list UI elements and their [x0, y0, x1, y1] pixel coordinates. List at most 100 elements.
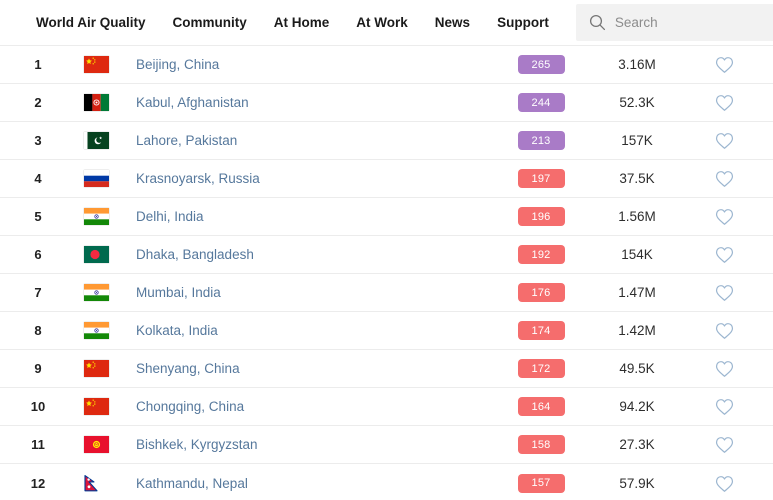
- city-link[interactable]: Kabul, Afghanistan: [136, 95, 249, 110]
- heart-icon: [715, 247, 733, 263]
- rank-number: 9: [34, 361, 42, 376]
- followers-count: 1.56M: [618, 209, 656, 224]
- rank-number: 1: [34, 57, 42, 72]
- country-flag-icon: [76, 246, 136, 263]
- city-row[interactable]: 12 Kathmandu, Nepal 157 57.9K: [0, 464, 773, 500]
- rank-number: 7: [34, 285, 42, 300]
- followers-count: 52.3K: [619, 95, 655, 110]
- city-link[interactable]: Mumbai, India: [136, 285, 221, 300]
- city-row[interactable]: 8 Kolkata, India 174 1.42M: [0, 312, 773, 350]
- heart-follow-button[interactable]: [685, 359, 763, 378]
- followers-count: 154K: [621, 247, 653, 262]
- country-flag-icon: [76, 208, 136, 225]
- city-link[interactable]: Kathmandu, Nepal: [136, 475, 248, 491]
- followers-count: 157K: [621, 133, 653, 148]
- heart-icon: [715, 209, 733, 225]
- city-link[interactable]: Lahore, Pakistan: [136, 133, 238, 148]
- top-nav: World Air Quality Community At Home At W…: [0, 0, 773, 45]
- followers-count: 1.42M: [618, 323, 656, 338]
- heart-icon: [715, 171, 733, 187]
- rank-number: 11: [31, 437, 45, 452]
- search-box[interactable]: [575, 4, 773, 41]
- aqi-badge: 213: [517, 131, 565, 151]
- followers-count: 27.3K: [619, 437, 655, 452]
- aqi-badge: 174: [517, 321, 565, 341]
- aqi-badge: 158: [517, 435, 565, 455]
- followers-count: 49.5K: [619, 361, 655, 376]
- heart-follow-button[interactable]: [685, 131, 763, 150]
- city-row[interactable]: 9 Shenyang, China 172 49.5K: [0, 350, 773, 388]
- aqi-badge: 196: [517, 207, 565, 227]
- city-row[interactable]: 3 Lahore, Pakistan 213 157K: [0, 122, 773, 160]
- nav-item-at-work[interactable]: At Work: [356, 15, 408, 30]
- heart-follow-button[interactable]: [685, 245, 763, 264]
- heart-follow-button[interactable]: [685, 93, 763, 112]
- city-row[interactable]: 1 Beijing, China 265 3.16M: [0, 46, 773, 84]
- heart-follow-button[interactable]: [685, 169, 763, 188]
- nav-item-at-home[interactable]: At Home: [273, 15, 330, 30]
- country-flag-icon: [76, 436, 136, 453]
- city-row[interactable]: 10 Chongqing, China 164 94.2K: [0, 388, 773, 426]
- country-flag-icon: [76, 398, 136, 415]
- aqi-badge: 176: [517, 283, 565, 303]
- rank-number: 3: [34, 133, 42, 148]
- heart-icon: [715, 361, 733, 377]
- heart-icon: [715, 437, 733, 453]
- heart-follow-button[interactable]: [685, 321, 763, 340]
- followers-count: 94.2K: [619, 399, 655, 414]
- search-icon: [589, 14, 605, 31]
- rank-number: 12: [30, 475, 46, 491]
- city-link[interactable]: Bishkek, Kyrgyzstan: [136, 437, 258, 452]
- country-flag-icon: [76, 360, 136, 377]
- rank-number: 10: [30, 399, 46, 414]
- city-link[interactable]: Krasnoyarsk, Russia: [136, 171, 260, 186]
- rank-number: 4: [34, 171, 42, 186]
- heart-icon: [715, 323, 733, 339]
- city-link[interactable]: Delhi, India: [136, 209, 204, 224]
- aqi-badge: 157: [517, 473, 565, 493]
- city-row[interactable]: 2 Kabul, Afghanistan 244 52.3K: [0, 84, 773, 122]
- country-flag-icon: [76, 94, 136, 111]
- rank-number: 6: [34, 247, 42, 262]
- city-link[interactable]: Dhaka, Bangladesh: [136, 247, 254, 262]
- aqi-badge: 172: [517, 359, 565, 379]
- city-row[interactable]: 11 Bishkek, Kyrgyzstan 158 27.3K: [0, 426, 773, 464]
- aqi-badge: 197: [517, 169, 565, 189]
- city-link[interactable]: Shenyang, China: [136, 361, 240, 376]
- nav-item-support[interactable]: Support: [497, 15, 549, 30]
- heart-follow-button[interactable]: [685, 474, 763, 493]
- aqi-badge: 265: [517, 55, 565, 75]
- heart-icon: [715, 95, 733, 111]
- country-flag-icon: [76, 322, 136, 339]
- nav-item-world-air-quality[interactable]: World Air Quality: [36, 15, 146, 30]
- aqi-badge: 244: [517, 93, 565, 113]
- heart-follow-button[interactable]: [685, 397, 763, 416]
- city-row[interactable]: 6 Dhaka, Bangladesh 192 154K: [0, 236, 773, 274]
- nav-item-news[interactable]: News: [434, 15, 471, 30]
- heart-follow-button[interactable]: [685, 207, 763, 226]
- city-row[interactable]: 5 Delhi, India 196 1.56M: [0, 198, 773, 236]
- country-flag-icon: [76, 284, 136, 301]
- heart-follow-button[interactable]: [685, 435, 763, 454]
- country-flag-icon: [76, 170, 136, 187]
- aqi-badge: 192: [517, 245, 565, 265]
- city-row[interactable]: 7 Mumbai, India 176 1.47M: [0, 274, 773, 312]
- rank-number: 2: [34, 95, 42, 110]
- country-flag-icon: [76, 56, 136, 73]
- followers-count: 37.5K: [619, 171, 655, 186]
- heart-icon: [715, 399, 733, 415]
- nav-item-community[interactable]: Community: [172, 15, 247, 30]
- followers-count: 57.9K: [619, 475, 655, 491]
- city-link[interactable]: Beijing, China: [136, 57, 220, 72]
- aqi-badge: 164: [517, 397, 565, 417]
- heart-icon: [715, 133, 733, 149]
- city-link[interactable]: Kolkata, India: [136, 323, 218, 338]
- city-link[interactable]: Chongqing, China: [136, 399, 245, 414]
- city-row[interactable]: 4 Krasnoyarsk, Russia 197 37.5K: [0, 160, 773, 198]
- search-input[interactable]: [614, 15, 773, 30]
- country-flag-icon: [76, 132, 136, 149]
- followers-count: 1.47M: [618, 285, 656, 300]
- rank-number: 5: [34, 209, 42, 224]
- heart-follow-button[interactable]: [685, 283, 763, 302]
- heart-follow-button[interactable]: [685, 55, 763, 74]
